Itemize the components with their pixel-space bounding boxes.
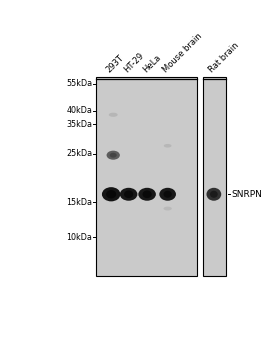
Ellipse shape — [124, 190, 133, 198]
Ellipse shape — [206, 188, 221, 201]
Ellipse shape — [164, 144, 171, 148]
Text: Mouse brain: Mouse brain — [161, 32, 204, 75]
Ellipse shape — [138, 188, 156, 201]
Text: 25kDa: 25kDa — [66, 149, 92, 158]
Text: 293T: 293T — [105, 54, 126, 75]
Bar — [202, 77, 226, 276]
Ellipse shape — [164, 206, 172, 210]
Ellipse shape — [143, 190, 152, 198]
Text: 40kDa: 40kDa — [66, 106, 92, 115]
Ellipse shape — [106, 190, 116, 198]
Text: 15kDa: 15kDa — [66, 198, 92, 207]
Ellipse shape — [110, 153, 117, 158]
Ellipse shape — [210, 191, 218, 198]
Ellipse shape — [107, 150, 120, 160]
Ellipse shape — [164, 191, 172, 198]
Ellipse shape — [109, 113, 118, 117]
Text: 35kDa: 35kDa — [66, 120, 92, 129]
Text: HT-29: HT-29 — [122, 51, 146, 75]
Text: 55kDa: 55kDa — [66, 79, 92, 88]
Bar — [96, 77, 197, 276]
Ellipse shape — [120, 188, 138, 201]
Text: HeLa: HeLa — [141, 54, 162, 75]
Ellipse shape — [102, 187, 120, 201]
Text: SNRPN: SNRPN — [231, 190, 262, 199]
Text: Rat brain: Rat brain — [207, 41, 241, 75]
Ellipse shape — [159, 188, 176, 201]
Text: 10kDa: 10kDa — [66, 233, 92, 242]
